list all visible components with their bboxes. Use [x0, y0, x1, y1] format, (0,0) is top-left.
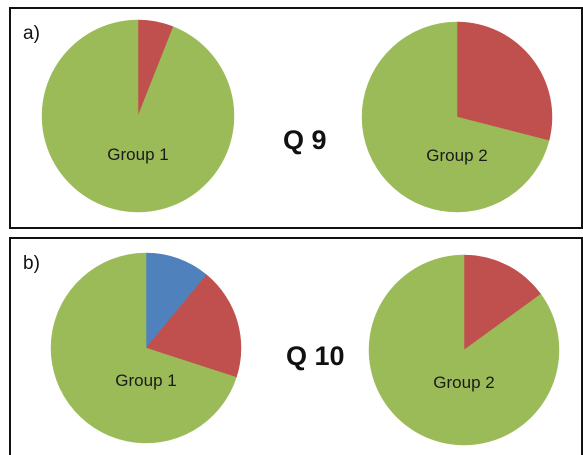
pie-slice-1-0-2 [50, 252, 237, 444]
panel-b-question-title: Q 10 [286, 341, 345, 371]
pie-slice-0-1-0 [456, 21, 553, 141]
panel-a-label: a) [23, 23, 40, 44]
panel-b-pies: Group 1 Group 2 [50, 252, 560, 446]
panel-a-question-title: Q 9 [283, 125, 327, 155]
pie-slice-0-0-1 [41, 19, 235, 213]
pie-slice-1-1-0 [463, 254, 542, 351]
panel-a: a) Q 9 Group 1 Group 2 [9, 7, 583, 229]
panel-b-label: b) [23, 253, 40, 274]
pie-slice-1-0-0 [145, 252, 207, 349]
pie-group-label-0-0: Group 1 [107, 145, 168, 164]
pie-slice-1-0-1 [145, 274, 242, 378]
pie-group-label-1-1: Group 2 [433, 373, 494, 392]
pie-slice-0-1-1 [361, 21, 550, 213]
pie-slice-1-1-1 [368, 254, 560, 446]
panel-a-pies: Group 1 Group 2 [41, 19, 553, 213]
pie-group-label-1-0: Group 1 [115, 371, 176, 390]
pie-group-label-0-1: Group 2 [426, 146, 487, 165]
panel-b: b) Q 10 Group 1 Group 2 [9, 237, 583, 455]
